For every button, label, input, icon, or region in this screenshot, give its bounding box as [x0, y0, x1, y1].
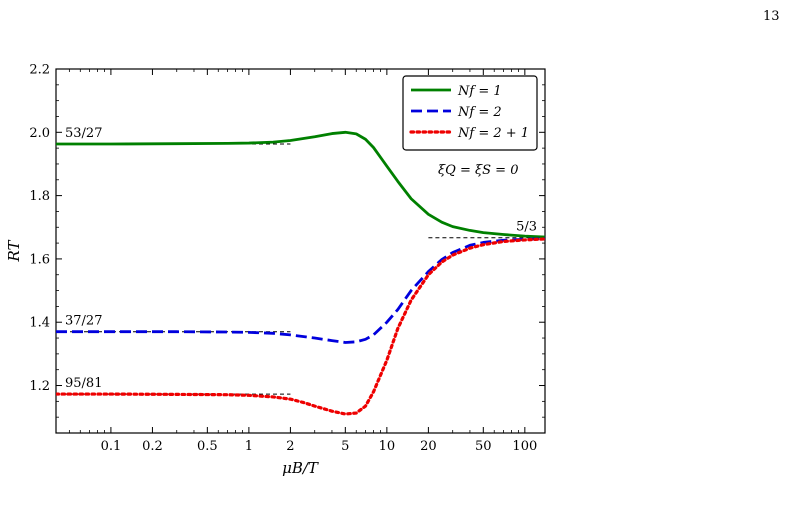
legend: Nf = 1 Nf = 2 Nf = 2 + 1 — [402, 75, 538, 151]
x-tick-label-6: 10 — [379, 439, 396, 454]
x-tick-label-4: 2 — [286, 439, 294, 454]
plot-frame — [55, 68, 546, 434]
y-axis-label: RT — [5, 239, 23, 262]
page-number: 13 — [763, 9, 780, 24]
reference-labels: 53/27 37/27 95/81 5/3 — [65, 126, 537, 391]
reference-label-1: 37/27 — [65, 314, 102, 329]
x-tick-label-8: 50 — [475, 439, 492, 454]
x-tick-label-2: 0.5 — [197, 439, 218, 454]
x-tick-label-9: 100 — [512, 439, 537, 454]
series-lines — [56, 130, 545, 416]
y-tick-label-2: 1.6 — [29, 252, 50, 267]
legend-label-1: Nf = 2 — [457, 105, 502, 120]
x-tick-label-0: 0.1 — [101, 439, 122, 454]
series-line-1 — [56, 237, 545, 344]
y-axis-ticks: 1.2 1.4 1.6 1.8 2.0 2.2 — [29, 63, 545, 434]
x-tick-label-1: 0.2 — [142, 439, 163, 454]
x-tick-label-5: 5 — [341, 439, 349, 454]
y-tick-label-5: 2.2 — [29, 63, 50, 78]
series-line-2 — [56, 237, 545, 416]
legend-label-2: Nf = 2 + 1 — [457, 126, 529, 141]
legend-entries: Nf = 1 Nf = 2 Nf = 2 + 1 — [409, 84, 529, 141]
reference-label-2: 95/81 — [65, 376, 102, 391]
x-tick-label-7: 20 — [420, 439, 437, 454]
legend-label-0: Nf = 1 — [457, 84, 502, 99]
y-tick-label-4: 2.0 — [29, 126, 50, 141]
reference-label-3: 5/3 — [516, 220, 537, 235]
reference-lines — [56, 143, 545, 395]
parameter-note: ξQ = ξS = 0 — [438, 163, 518, 178]
y-tick-label-3: 1.8 — [29, 189, 50, 204]
x-tick-label-3: 1 — [245, 439, 253, 454]
x-axis-ticks: 0.1 0.2 0.5 1 2 5 10 20 50 100 — [101, 69, 537, 454]
y-tick-label-1: 1.4 — [29, 316, 50, 331]
series-line-0 — [56, 130, 545, 239]
minor-ticks — [55, 69, 519, 433]
x-axis-label: μB/T — [282, 459, 319, 477]
reference-label-0: 53/27 — [65, 126, 102, 141]
y-tick-label-0: 1.2 — [29, 379, 50, 394]
